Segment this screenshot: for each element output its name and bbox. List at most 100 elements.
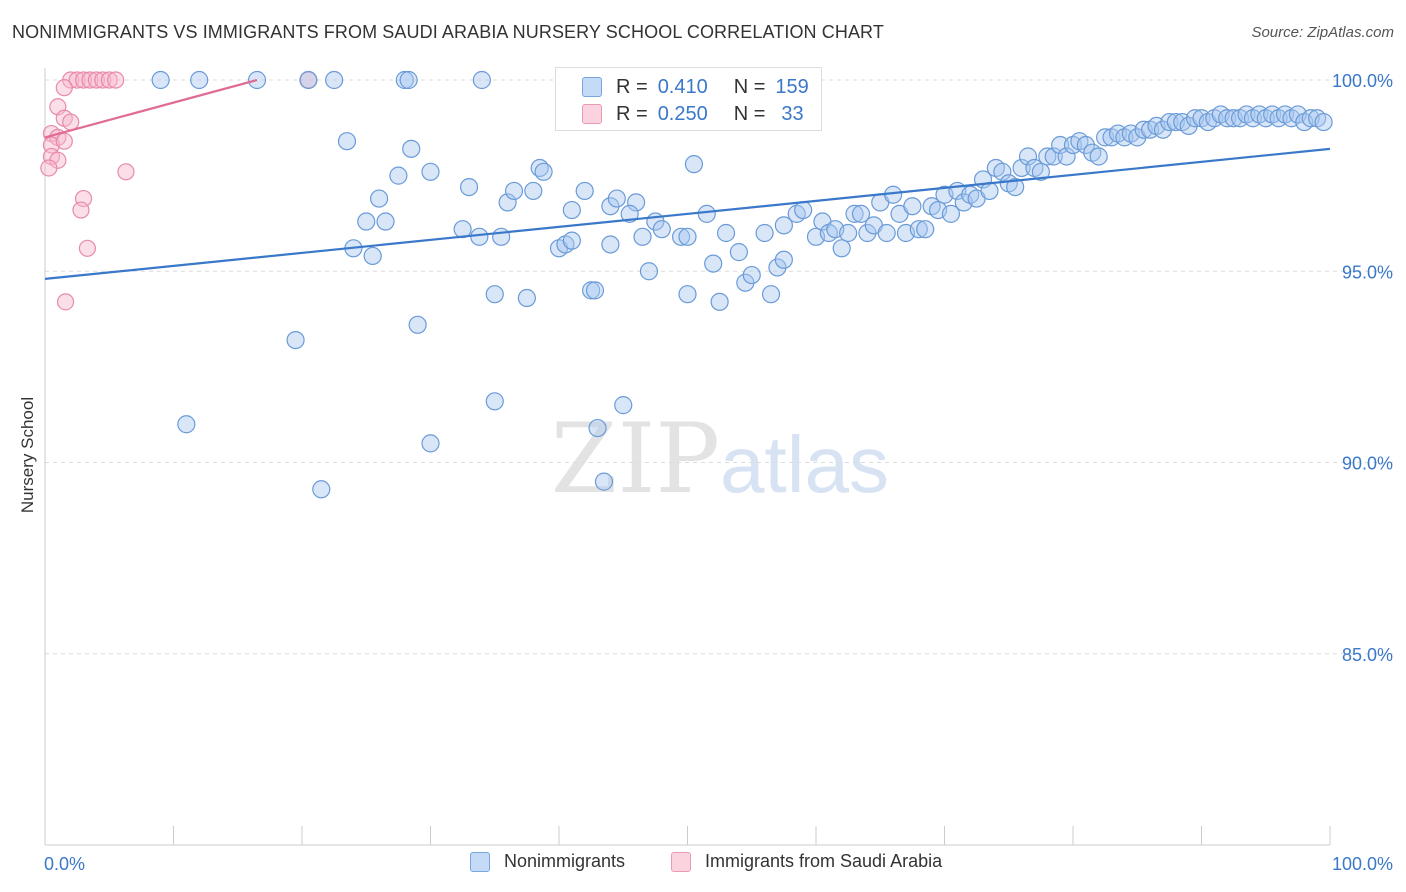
data-point [671,227,691,246]
data-point [498,193,517,212]
data-point [729,243,749,262]
data-point [832,239,851,258]
data-point [877,223,896,243]
x-tick-label: 0.0% [44,854,85,874]
data-point [524,181,543,201]
data-point [1089,147,1108,166]
source-credit: Source: ZipAtlas.com [1251,24,1394,41]
series-legend: Nonimmigrants Immigrants from Saudi Arab… [0,851,1406,877]
data-point [839,223,858,243]
data-point [652,220,671,239]
data-point [909,220,928,239]
data-point [1006,178,1025,197]
data-point [72,201,90,219]
data-point [704,254,723,273]
data-point [325,70,344,90]
legend-r-label: R = [616,102,648,125]
legend-item-saudi: Immigrants from Saudi Arabia [671,851,942,872]
data-point [588,418,607,438]
watermark-atlas: atlas [720,420,889,509]
data-point [337,132,357,151]
data-point [74,71,93,89]
data-point [1314,112,1333,132]
data-point [459,178,479,197]
data-point [357,212,376,231]
blue-points [151,70,1333,499]
data-point [903,197,922,216]
legend-n-value: 159 [775,75,809,98]
data-point [408,315,427,334]
data-point [299,70,318,90]
data-point [1031,162,1050,181]
data-point [697,204,716,223]
data-point [993,162,1012,181]
data-point [370,189,389,208]
legend-swatch-blue [582,77,602,97]
data-point [190,70,209,90]
data-point [485,285,504,304]
legend-swatch-pink [582,104,602,124]
data-point [55,132,73,150]
data-point [626,193,646,212]
watermark-zip: ZIP [551,403,720,515]
trend-line-saudi [44,78,258,139]
data-point [395,70,414,90]
gridlines [45,79,1395,655]
data-point [585,281,605,300]
data-point [916,220,935,239]
data-point [678,227,697,246]
stats-legend: R = 0.410 N = 159 R = 0.250 N = 33 [555,67,822,131]
data-point [1012,158,1031,178]
data-point [1018,147,1038,166]
data-point [94,71,112,89]
data-point [774,216,793,235]
data-point [851,204,871,223]
data-point [575,181,594,201]
data-point [607,189,626,208]
data-point [117,163,135,181]
data-point [742,265,761,285]
data-point [517,288,536,308]
data-point [286,331,305,350]
data-point [845,204,864,223]
data-point [421,434,440,453]
data-point [87,71,106,89]
data-point [107,71,125,89]
data-point [470,227,489,246]
legend-item-label: Nonimmigrants [504,851,626,871]
data-point [582,281,601,300]
data-point [639,262,659,281]
data-point [100,71,118,89]
data-point [389,166,408,185]
data-point [678,285,697,304]
legend-item-label: Immigrants from Saudi Arabia [705,851,943,871]
data-point [421,162,440,181]
data-point [68,71,86,89]
legend-n-value: 33 [781,102,804,125]
pink-points [40,71,318,311]
trend-lines [44,78,1331,280]
data-point [485,392,504,411]
data-point [399,70,418,90]
legend-row-saudi: R = 0.250 N = 33 [556,99,804,129]
data-point [81,71,99,89]
legend-n-label: N = [733,102,766,125]
data-point [492,227,511,246]
data-point [562,231,581,250]
data-point [1044,147,1063,166]
legend-r-value: 0.410 [657,75,708,98]
data-point [594,472,614,491]
data-point [941,204,961,223]
data-point [312,480,331,499]
data-point [562,200,581,220]
axes [44,68,1331,846]
data-point [402,139,421,158]
data-point [363,246,382,266]
data-point [601,235,620,254]
y-tick-label: 85.0% [1342,645,1393,665]
chart-title: NONIMMIGRANTS VS IMMIGRANTS FROM SAUDI A… [12,22,884,42]
data-point [684,155,704,174]
legend-swatch-blue [470,851,490,872]
data-point [1218,109,1237,128]
